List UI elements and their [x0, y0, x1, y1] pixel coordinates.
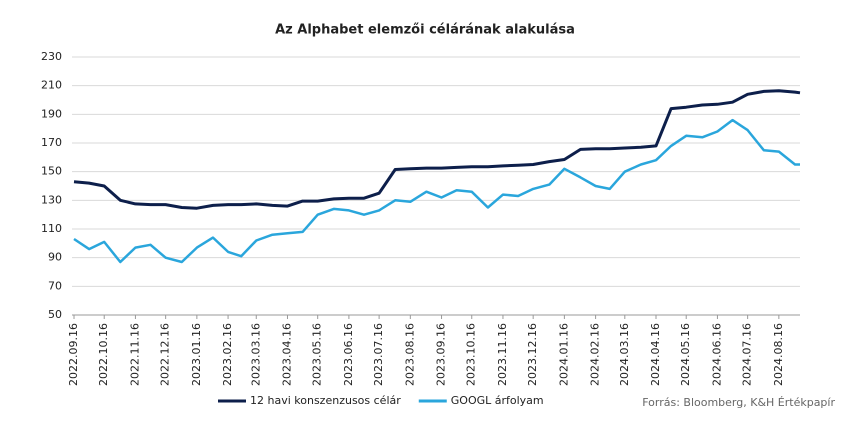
- chart-title: Az Alphabet elemzői célárának alakulása: [275, 23, 575, 38]
- x-tick-label: 2023.06.16: [342, 323, 355, 386]
- x-tick-label: 2023.07.16: [372, 323, 385, 386]
- x-tick-label: 2024.03.16: [618, 323, 631, 386]
- x-tick-label: 2023.11.16: [496, 323, 509, 386]
- x-tick-label: 2022.10.16: [97, 323, 110, 386]
- x-tick-label: 2023.03.16: [249, 323, 262, 386]
- x-tick-label: 2022.12.16: [159, 323, 172, 386]
- x-tick-label: 2023.04.16: [280, 323, 293, 386]
- x-tick-label: 2024.06.16: [710, 323, 723, 386]
- y-tick-label: 230: [41, 50, 62, 63]
- y-tick-label: 190: [41, 107, 62, 120]
- x-tick-label: 2022.09.16: [67, 323, 80, 386]
- x-tick-label: 2024.04.16: [649, 323, 662, 386]
- y-tick-label: 210: [41, 79, 62, 92]
- series-line: [73, 118, 800, 264]
- x-tick-label: 2023.08.16: [403, 323, 416, 386]
- x-tick-label: 2024.08.16: [772, 323, 785, 386]
- series-line: [73, 89, 801, 210]
- y-tick-label: 110: [41, 222, 62, 235]
- x-tick-label: 2023.12.16: [526, 323, 539, 386]
- y-tick-label: 50: [48, 308, 62, 321]
- x-tick-label: 2024.07.16: [741, 323, 754, 386]
- source-note: Forrás: Bloomberg, K&H Értékpapír: [642, 396, 835, 409]
- x-tick-label: 2023.09.16: [435, 323, 448, 386]
- y-tick-label: 90: [48, 251, 62, 264]
- x-tick-label: 2024.02.16: [589, 323, 602, 386]
- y-tick-label: 130: [41, 193, 62, 206]
- legend-label: GOOGL árfolyam: [451, 394, 544, 407]
- x-tick-label: 2023.10.16: [465, 323, 478, 386]
- legend-label: 12 havi konszenzusos célár: [250, 394, 401, 407]
- y-tick-label: 70: [48, 279, 62, 292]
- x-tick-label: 2023.02.16: [221, 323, 234, 386]
- y-tick-label: 150: [41, 165, 62, 178]
- x-tick-label: 2024.01.16: [557, 323, 570, 386]
- x-tick-label: 2023.01.16: [190, 323, 203, 386]
- x-tick-label: 2022.11.16: [128, 323, 141, 386]
- y-tick-label: 170: [41, 136, 62, 149]
- x-tick-label: 2024.05.16: [679, 323, 692, 386]
- x-tick-label: 2023.05.16: [311, 323, 324, 386]
